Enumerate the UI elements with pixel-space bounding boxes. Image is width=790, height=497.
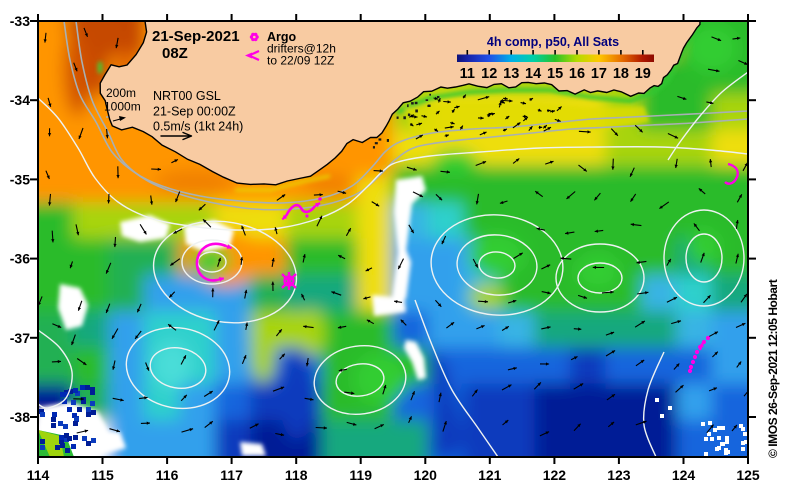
- svg-text:-34: -34: [10, 92, 30, 108]
- svg-text:123: 123: [607, 467, 631, 483]
- svg-text:11: 11: [460, 66, 475, 82]
- svg-text:117: 117: [220, 467, 243, 483]
- svg-text:-37: -37: [10, 330, 30, 346]
- svg-text:116: 116: [156, 467, 179, 483]
- svg-text:124: 124: [672, 467, 696, 483]
- svg-text:drifters@12h: drifters@12h: [267, 42, 336, 56]
- svg-text:4h comp, p50, All Sats: 4h comp, p50, All Sats: [487, 35, 619, 49]
- svg-text:12: 12: [481, 66, 497, 82]
- svg-text:118: 118: [285, 467, 308, 483]
- svg-text:Argo: Argo: [267, 30, 297, 44]
- svg-text:21-Sep 00:00Z: 21-Sep 00:00Z: [153, 105, 236, 119]
- svg-text:115: 115: [91, 467, 114, 483]
- svg-text:17: 17: [591, 66, 607, 82]
- svg-text:08Z: 08Z: [162, 45, 188, 62]
- svg-text:200m: 200m: [106, 86, 136, 100]
- svg-text:114: 114: [27, 467, 50, 483]
- svg-text:14: 14: [525, 66, 541, 82]
- svg-text:119: 119: [349, 467, 372, 483]
- svg-text:122: 122: [543, 467, 567, 483]
- svg-text:-33: -33: [10, 13, 30, 29]
- svg-text:1000m: 1000m: [104, 100, 141, 114]
- svg-text:13: 13: [503, 66, 519, 82]
- svg-text:19: 19: [635, 66, 651, 82]
- svg-text:0.5m/s (1kt 24h): 0.5m/s (1kt 24h): [153, 120, 243, 134]
- svg-text:NRT00 GSL: NRT00 GSL: [153, 89, 221, 103]
- svg-text:-36: -36: [10, 251, 30, 267]
- svg-text:15: 15: [547, 66, 563, 82]
- svg-text:121: 121: [478, 467, 502, 483]
- svg-text:120: 120: [414, 467, 438, 483]
- svg-text:18: 18: [613, 66, 629, 82]
- svg-text:© IMOS 26-Sep-2021 12:05 Hobar: © IMOS 26-Sep-2021 12:05 Hobart: [766, 279, 780, 458]
- svg-text:to 22/09 12Z: to 22/09 12Z: [267, 54, 334, 68]
- svg-text:21-Sep-2021: 21-Sep-2021: [152, 28, 240, 45]
- svg-text:-38: -38: [10, 409, 30, 425]
- svg-text:-35: -35: [10, 171, 30, 187]
- svg-text:16: 16: [569, 66, 585, 82]
- svg-text:125: 125: [736, 467, 760, 483]
